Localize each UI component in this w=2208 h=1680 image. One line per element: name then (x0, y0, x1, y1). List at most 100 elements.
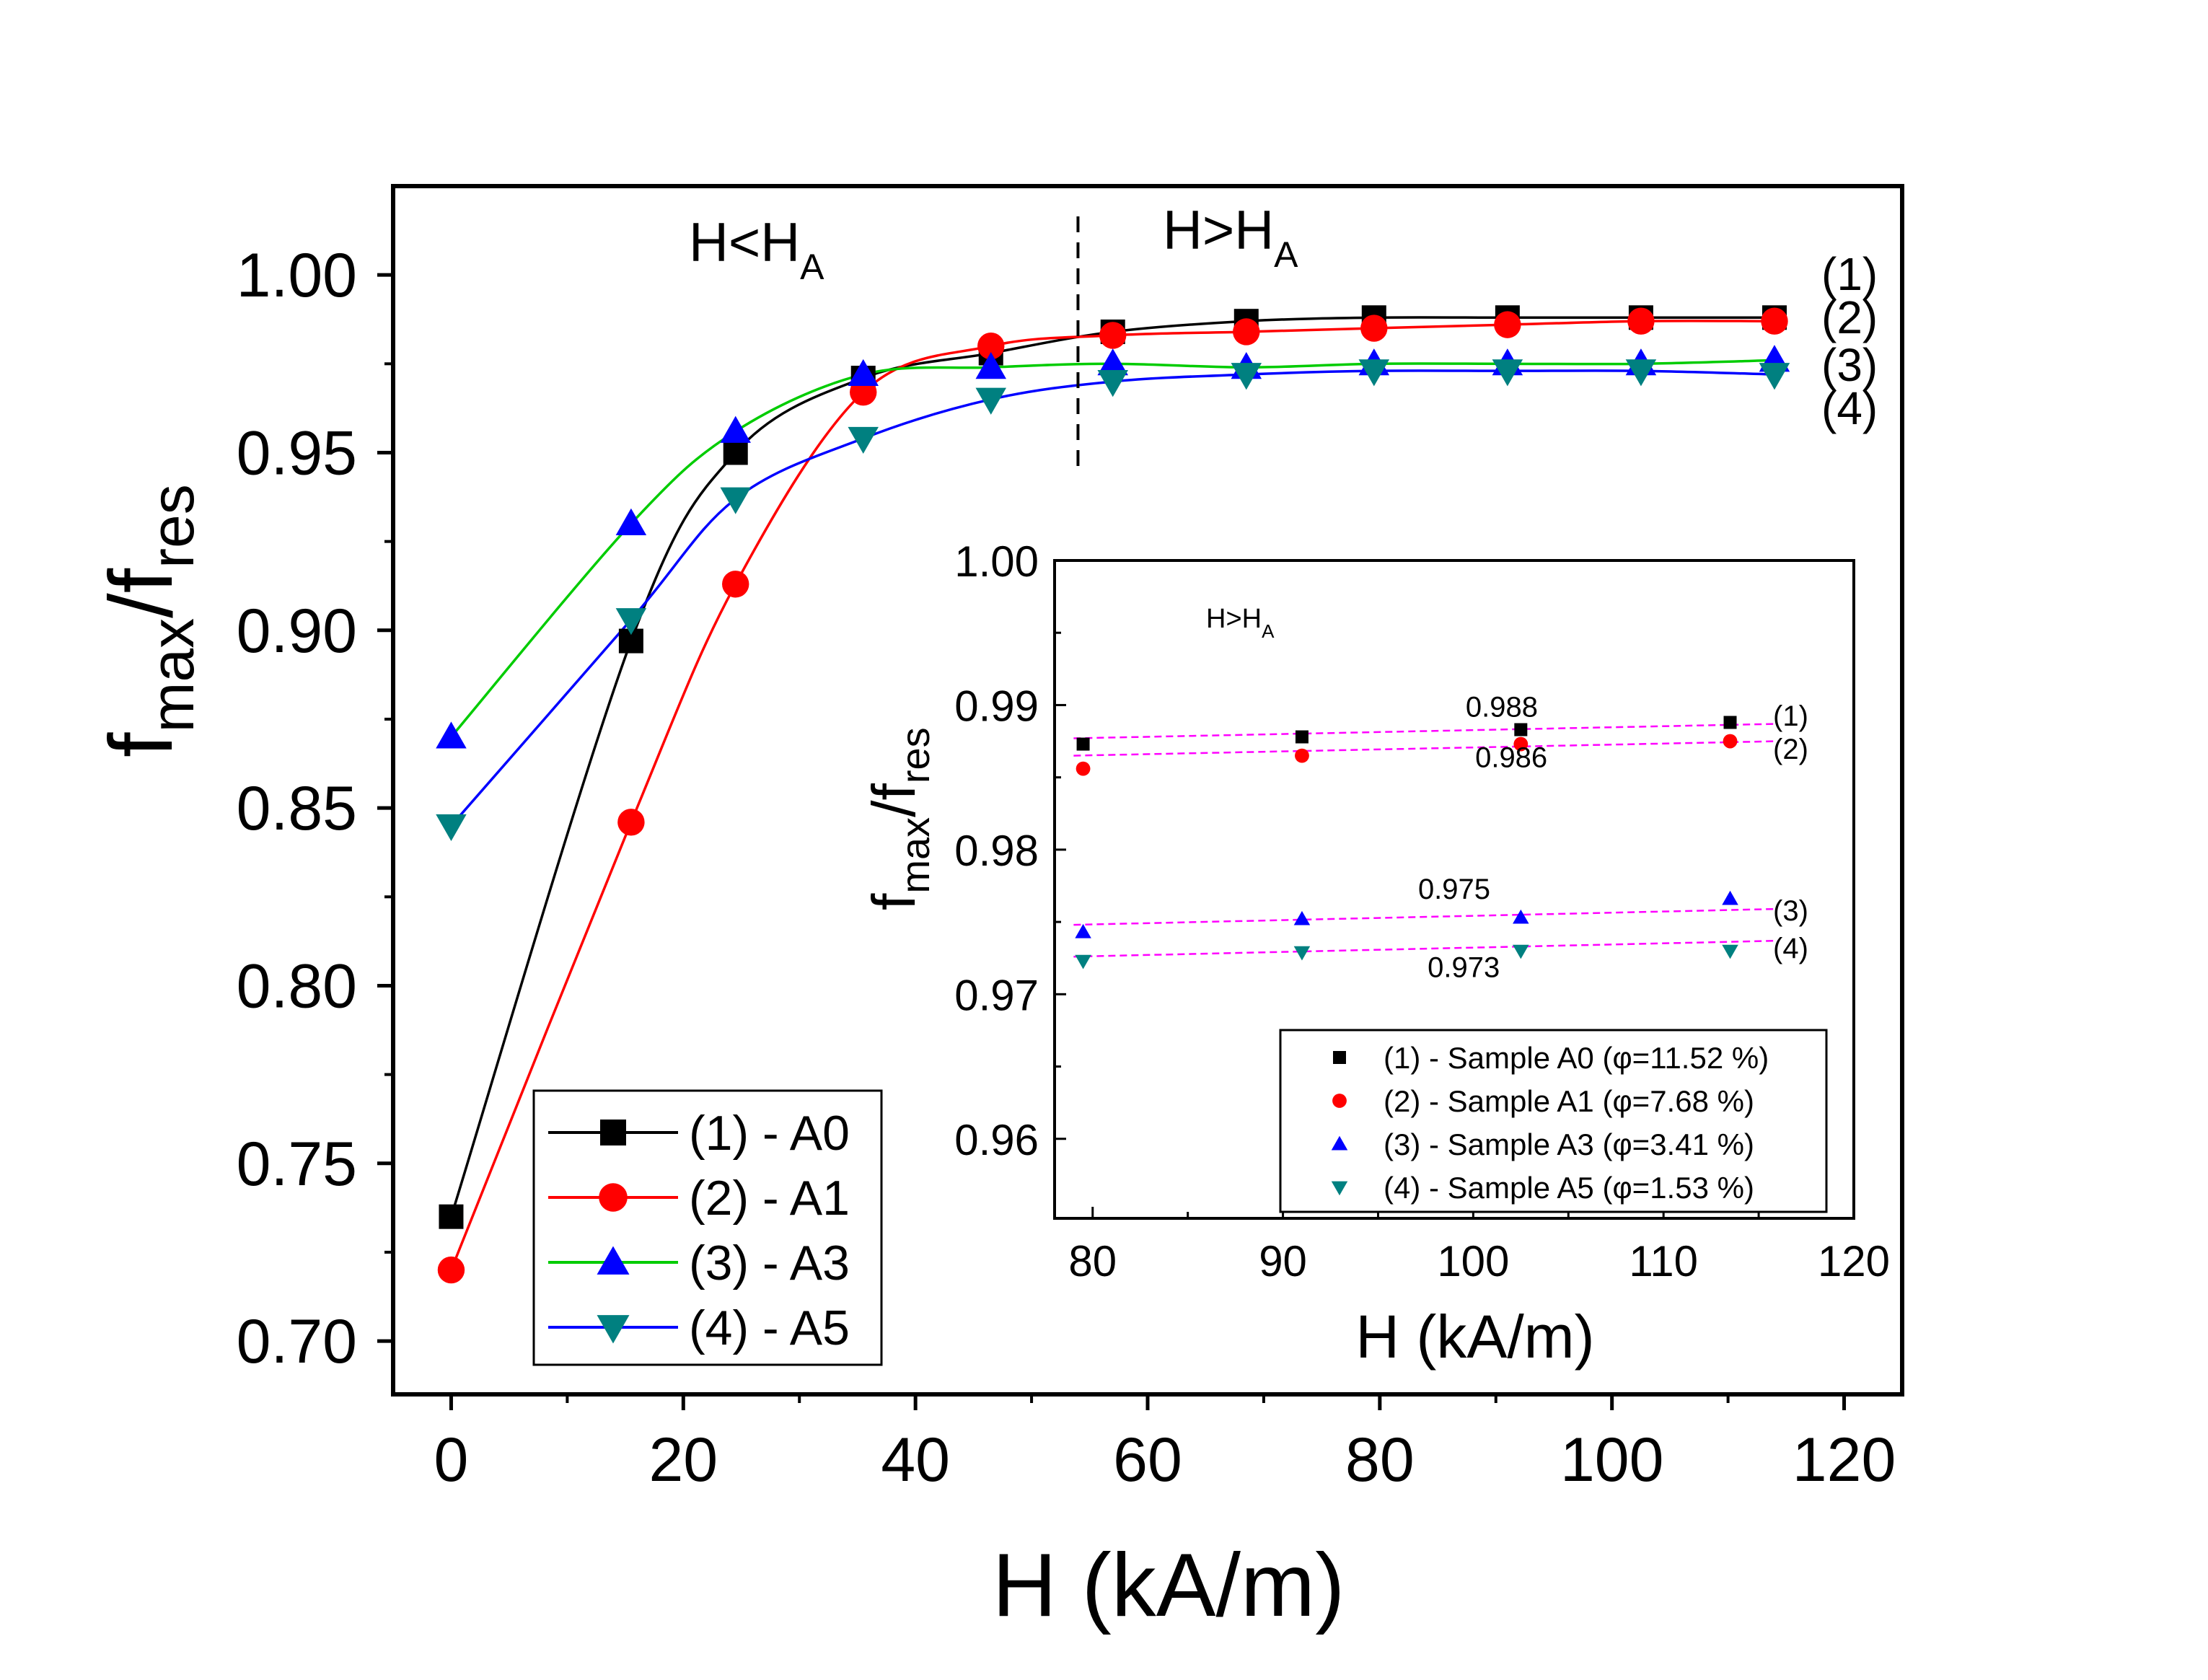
main-y-tick-label: 0.80 (237, 951, 357, 1021)
main-legend-marker-4 (597, 1315, 630, 1344)
inset-annotation-3: 0.975 (1418, 874, 1490, 905)
main-x-tick-label: 0 (434, 1425, 469, 1495)
main-series-2-point (1761, 307, 1788, 335)
inset-series-3-point (1075, 923, 1091, 938)
main-series-2-point (977, 332, 1005, 360)
inset-x-tick-label: 90 (1259, 1237, 1307, 1285)
main-legend-box (532, 1089, 883, 1366)
main-legend-keys (548, 1120, 678, 1344)
inset-series-4-point (1722, 944, 1738, 959)
inset-legend-label-2: (2) - Sample A1 (φ=7.68 %) (1384, 1084, 1754, 1118)
main-legend: (1) - A0 (2) - A1 (3) - A3 (4) - A5 (532, 1089, 883, 1366)
inset-legend-label-3: (3) - Sample A3 (φ=3.41 %) (1384, 1127, 1754, 1161)
main-legend-marker-2 (599, 1183, 628, 1212)
inset-tick-labels: 80 90 100 110 120 0.96 0.97 0.98 0.99 1.00 (954, 537, 1890, 1285)
main-series-3-point (615, 508, 647, 535)
main-series-1-point (439, 1204, 464, 1229)
inset-y-tick-label: 0.99 (954, 682, 1039, 730)
series-tag-2: (2) (1821, 291, 1878, 343)
main-x-axis-title: H (kA/m) (992, 1536, 1345, 1635)
main-series-2-point (1627, 307, 1655, 335)
inset-region-label: H>HA (1206, 604, 1275, 642)
inset-legend-box (1279, 1029, 1828, 1213)
main-series-2-point (1233, 318, 1260, 346)
main-y-tick-label: 1.00 (237, 241, 357, 310)
inset-series-1-point (1723, 716, 1737, 729)
main-series-4-point (1625, 359, 1657, 387)
main-y-tick-label: 0.75 (237, 1130, 357, 1199)
inset-series-2-point (1076, 761, 1091, 776)
inset-x-tick-label: 80 (1068, 1237, 1117, 1285)
main-series-4-point (1759, 363, 1790, 390)
inset-annotation-1: 0.988 (1466, 691, 1538, 723)
main-series-1-point (723, 440, 748, 465)
inset-x-tick-label: 110 (1629, 1237, 1698, 1285)
inset-legend-label-1: (1) - Sample A0 (φ=11.52 %) (1384, 1041, 1769, 1075)
inset-fit-line-3 (1073, 907, 1778, 926)
series-tag-4: (4) (1821, 382, 1878, 434)
main-x-tick-label: 120 (1793, 1425, 1896, 1495)
main-legend-label-4: (4) - A5 (689, 1301, 850, 1355)
main-series-2-point (1099, 322, 1127, 349)
main-y-tick-label: 0.95 (237, 418, 357, 488)
main-y-tick-label: 0.70 (237, 1307, 357, 1376)
inset-y-tick-label: 1.00 (954, 537, 1039, 586)
inset-legend-label-4: (4) - Sample A5 (φ=1.53 %) (1384, 1171, 1754, 1205)
main-series-4-point (720, 487, 751, 514)
inset-x-tick-label: 100 (1437, 1237, 1509, 1285)
inset-tag-1: (1) (1773, 700, 1808, 732)
inset-x-axis-title: H (kA/m) (1355, 1303, 1594, 1371)
inset-fit-line-2 (1073, 740, 1778, 757)
inset-fit-line-1 (1073, 723, 1778, 739)
inset-series-4-point (1075, 954, 1091, 969)
main-x-tick-label: 60 (1113, 1425, 1182, 1495)
main-x-tick-label: 40 (881, 1425, 950, 1495)
inset-series-4-point (1293, 946, 1311, 961)
inset-legend-marker-4 (1331, 1181, 1348, 1196)
main-series-4-point (1358, 359, 1390, 387)
main-series-3-point (1097, 348, 1128, 376)
inset-legend: (1) - Sample A0 (φ=11.52 %) (2) - Sample… (1279, 1029, 1828, 1213)
inset-series-1-point (1295, 730, 1308, 744)
inset-tag-4: (4) (1773, 933, 1808, 964)
inset-legend-marker-1 (1333, 1051, 1346, 1064)
inset-series-1-point (1514, 723, 1528, 736)
inset-y-tick-label: 0.97 (954, 971, 1039, 1019)
inset-series-3-point (1722, 890, 1738, 905)
main-series-4-point (1231, 363, 1262, 390)
main-legend-marker-3 (597, 1246, 630, 1275)
main-x-tick-label: 20 (648, 1425, 718, 1495)
inset-legend-marker-2 (1332, 1094, 1347, 1108)
inset-fit-lines (1073, 723, 1778, 958)
inset-tag-2: (2) (1773, 734, 1808, 765)
main-series-4-point (615, 608, 647, 636)
main-series-4-point (436, 814, 467, 842)
region-label-right: H>HA (1163, 200, 1298, 275)
main-x-tick-label: 100 (1560, 1425, 1664, 1495)
main-series-4-point (975, 387, 1007, 415)
inset-annotations: 0.988 0.986 0.975 0.973 (1418, 691, 1547, 983)
main-series-4-point (848, 426, 879, 454)
inset-series-3-point (1513, 909, 1529, 924)
main-series-2-point (1494, 311, 1521, 338)
main-markers (436, 305, 1790, 1284)
inset-series-2-point (1513, 736, 1529, 752)
main-series-2-point (1360, 315, 1388, 342)
inset-fit-line-4 (1073, 939, 1778, 958)
inset-annotation-2: 0.986 (1475, 742, 1547, 774)
inset-tag-3: (3) (1773, 895, 1808, 927)
inset-legend-marker-3 (1331, 1135, 1348, 1151)
series-tag-1: (1) (1821, 248, 1878, 300)
inset-series-4-point (1513, 944, 1529, 959)
inset-y-tick-label: 0.96 (954, 1116, 1039, 1164)
main-legend-marker-1 (600, 1120, 626, 1145)
region-label-left: H<HA (689, 212, 824, 287)
main-y-axis-title: fmax/fres (92, 484, 206, 757)
main-series-line-4 (450, 369, 1775, 827)
inset-series-1-point (1076, 737, 1090, 751)
series-tag-3: (3) (1821, 339, 1878, 391)
main-series-2-point (437, 1256, 465, 1284)
